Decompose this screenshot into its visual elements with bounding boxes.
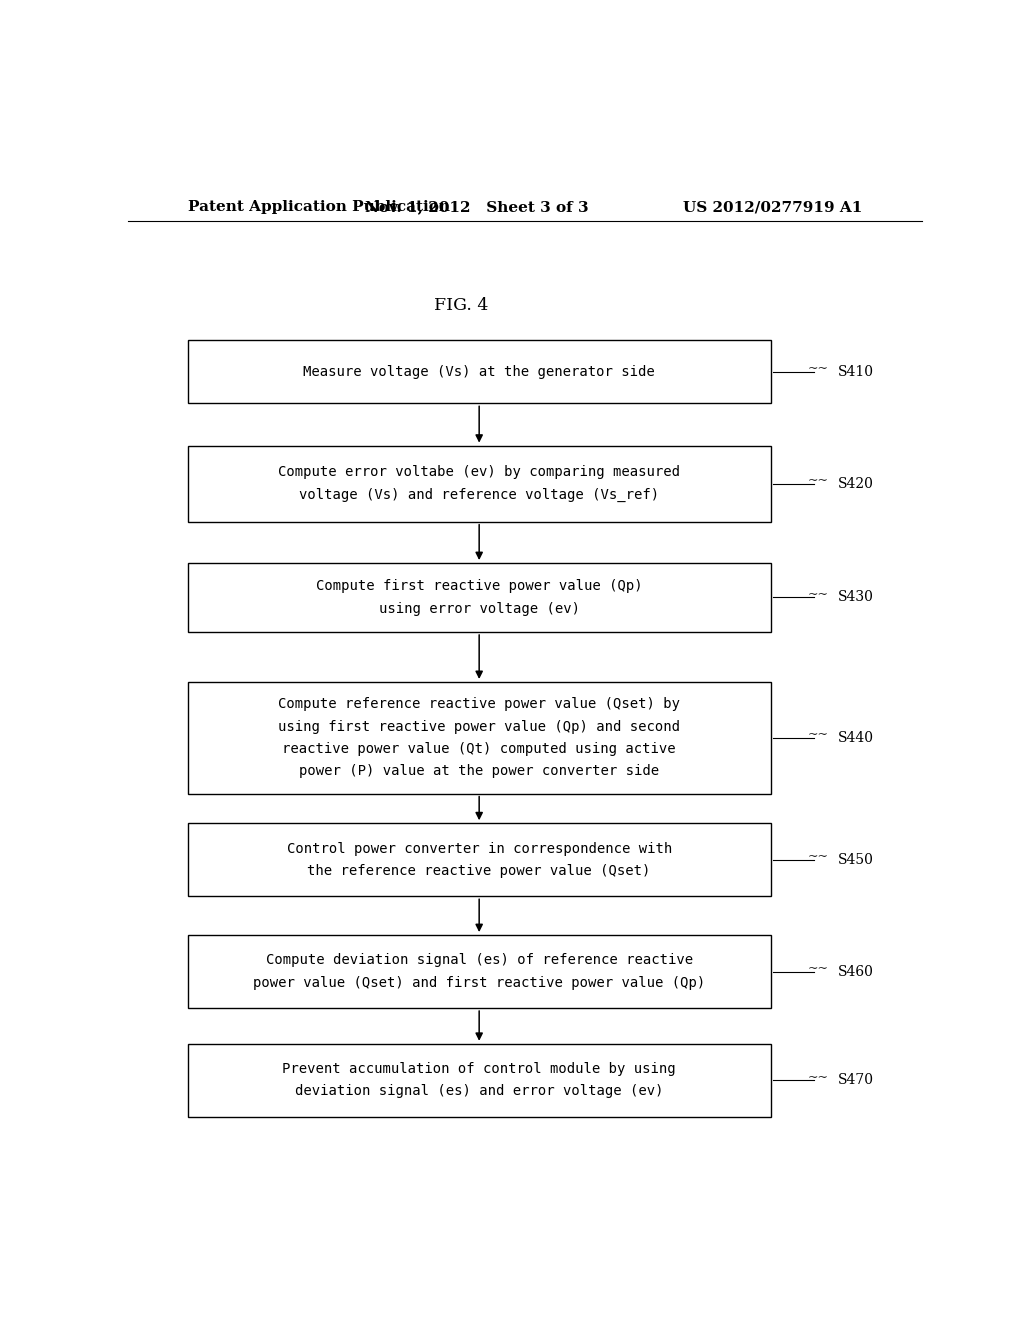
Text: S470: S470 bbox=[839, 1073, 874, 1088]
Text: ~~: ~~ bbox=[808, 587, 829, 601]
Text: Compute deviation signal (es) of reference reactive: Compute deviation signal (es) of referen… bbox=[265, 953, 692, 968]
Text: power (P) value at the power converter side: power (P) value at the power converter s… bbox=[299, 764, 659, 779]
Bar bbox=[187, 341, 771, 404]
Text: S430: S430 bbox=[839, 590, 874, 605]
Bar bbox=[187, 682, 771, 793]
Text: using first reactive power value (Qp) and second: using first reactive power value (Qp) an… bbox=[279, 719, 680, 734]
Text: deviation signal (es) and error voltage (ev): deviation signal (es) and error voltage … bbox=[295, 1085, 664, 1098]
Text: reactive power value (Qt) computed using active: reactive power value (Qt) computed using… bbox=[283, 742, 676, 756]
Text: Control power converter in correspondence with: Control power converter in correspondenc… bbox=[287, 842, 672, 855]
Text: the reference reactive power value (Qset): the reference reactive power value (Qset… bbox=[307, 863, 651, 878]
Text: FIG. 4: FIG. 4 bbox=[434, 297, 488, 314]
Text: ~~: ~~ bbox=[808, 729, 829, 742]
Text: Prevent accumulation of control module by using: Prevent accumulation of control module b… bbox=[283, 1063, 676, 1076]
Text: Patent Application Publication: Patent Application Publication bbox=[187, 201, 450, 214]
Text: Nov. 1, 2012   Sheet 3 of 3: Nov. 1, 2012 Sheet 3 of 3 bbox=[366, 201, 589, 214]
Bar bbox=[187, 1044, 771, 1117]
Text: ~~: ~~ bbox=[808, 850, 829, 863]
Bar bbox=[187, 446, 771, 521]
Text: US 2012/0277919 A1: US 2012/0277919 A1 bbox=[683, 201, 862, 214]
Text: Compute first reactive power value (Qp): Compute first reactive power value (Qp) bbox=[315, 579, 642, 593]
Bar bbox=[187, 935, 771, 1008]
Text: ~~: ~~ bbox=[808, 1071, 829, 1084]
Text: Measure voltage (Vs) at the generator side: Measure voltage (Vs) at the generator si… bbox=[303, 364, 655, 379]
Text: power value (Qset) and first reactive power value (Qp): power value (Qset) and first reactive po… bbox=[253, 975, 706, 990]
Text: S420: S420 bbox=[839, 477, 874, 491]
Text: S410: S410 bbox=[839, 364, 874, 379]
Text: S440: S440 bbox=[839, 731, 874, 744]
Text: ~~: ~~ bbox=[808, 474, 829, 487]
Text: S450: S450 bbox=[839, 853, 874, 867]
Text: voltage (Vs) and reference voltage (Vs_ref): voltage (Vs) and reference voltage (Vs_r… bbox=[299, 488, 659, 502]
Text: S460: S460 bbox=[839, 965, 874, 978]
Bar bbox=[187, 824, 771, 896]
Bar bbox=[187, 562, 771, 632]
Text: ~~: ~~ bbox=[808, 962, 829, 975]
Text: Compute error voltabe (ev) by comparing measured: Compute error voltabe (ev) by comparing … bbox=[279, 466, 680, 479]
Text: ~~: ~~ bbox=[808, 362, 829, 375]
Text: using error voltage (ev): using error voltage (ev) bbox=[379, 602, 580, 615]
Text: Compute reference reactive power value (Qset) by: Compute reference reactive power value (… bbox=[279, 697, 680, 711]
